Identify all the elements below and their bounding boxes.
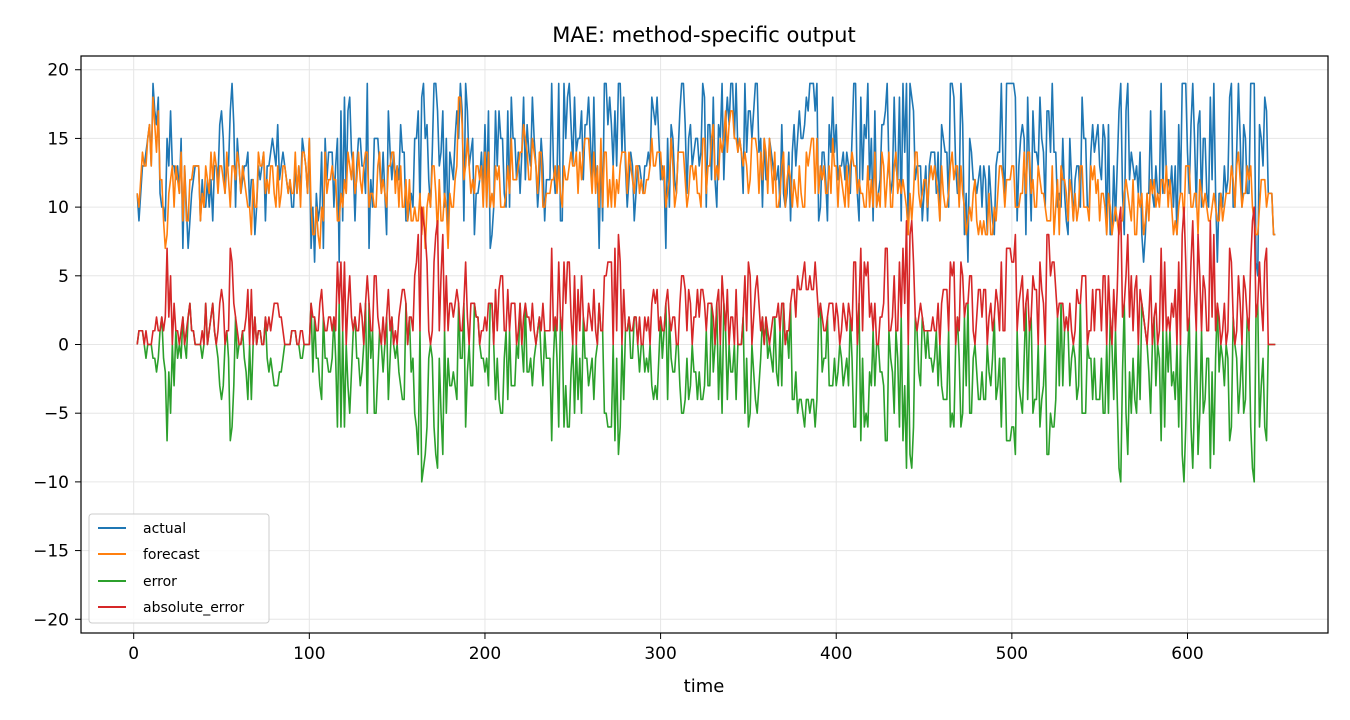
series-line-absolute-error xyxy=(136,206,1276,346)
legend: actual forecast error absolute_error xyxy=(88,513,270,624)
x-tick-label: 200 xyxy=(469,644,501,664)
y-tick-label: −20 xyxy=(33,610,69,630)
series-line-forecast xyxy=(136,96,1276,250)
legend-label-forecast: forecast xyxy=(143,547,200,563)
chart-title: MAE: method-specific output xyxy=(552,23,855,47)
x-tick-label: 600 xyxy=(1171,644,1203,664)
x-tick-label: 400 xyxy=(820,644,852,664)
x-axis-label: time xyxy=(684,676,725,697)
x-tick-label: 300 xyxy=(644,644,676,664)
legend-label-absolute-error: absolute_error xyxy=(143,600,244,616)
x-tick-label: 100 xyxy=(293,644,325,664)
legend-box xyxy=(88,513,270,624)
x-tick-label: 500 xyxy=(996,644,1028,664)
y-tick-label: 20 xyxy=(47,61,69,81)
y-tick-label: −10 xyxy=(33,473,69,493)
y-tick-label: 5 xyxy=(58,267,69,287)
series-lines xyxy=(136,82,1276,483)
axis-ticks: 0 100 200 300 400 500 600 −20 −15 −10 −5 0 5 10 15 20 xyxy=(33,61,1204,664)
legend-label-error: error xyxy=(143,574,177,590)
y-tick-label: 10 xyxy=(47,198,69,218)
y-tick-label: −5 xyxy=(44,404,69,424)
y-tick-label: −15 xyxy=(33,542,69,562)
x-tick-label: 0 xyxy=(128,644,139,664)
y-tick-label: 0 xyxy=(58,336,69,356)
legend-label-actual: actual xyxy=(143,521,186,537)
y-tick-label: 15 xyxy=(47,129,69,149)
